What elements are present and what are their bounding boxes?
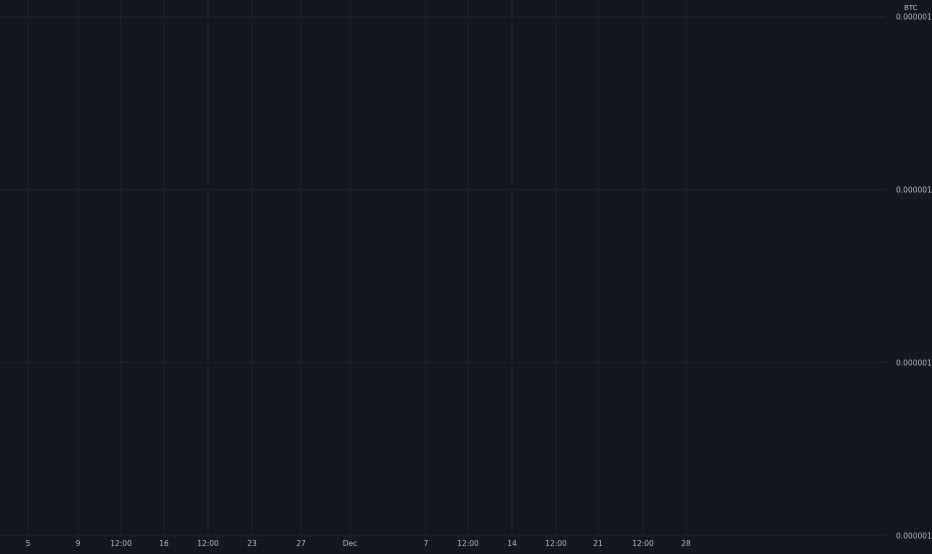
- x-tick-label: 12:00: [545, 539, 567, 548]
- x-tick-label: 14: [507, 539, 517, 548]
- x-tick-label: 12:00: [110, 539, 132, 548]
- x-tick-label: 7: [424, 539, 429, 548]
- x-tick-label: Dec: [343, 539, 358, 548]
- x-tick-label: 12:00: [457, 539, 479, 548]
- y-tick-label: 0.00000175: [896, 532, 932, 541]
- grid: [0, 0, 887, 537]
- x-tick-label: 23: [247, 539, 257, 548]
- x-tick-label: 12:00: [197, 539, 219, 548]
- x-tick-label: 9: [76, 539, 81, 548]
- y-axis[interactable]: 0.00000175 0.00000180 0.00000185 0.00000190…: [896, 0, 932, 541]
- y-tick-label: 0.00000180: [896, 359, 932, 368]
- y-tick-label: 0.00000190: [896, 13, 932, 22]
- x-tick-label: 5: [26, 539, 31, 548]
- x-tick-label: 16: [159, 539, 169, 548]
- y-tick-label: 0.00000185: [896, 186, 932, 195]
- x-tick-label: 28: [681, 539, 691, 548]
- x-tick-label: 12:00: [632, 539, 654, 548]
- x-tick-label: 21: [593, 539, 603, 548]
- x-tick-label: 27: [296, 539, 306, 548]
- symbol-label: BTC: [904, 4, 918, 12]
- x-axis[interactable]: 5 9 12:00 16 12:00 23 27 Dec 7 12:00 14 12:00 21 12:0…: [26, 539, 691, 548]
